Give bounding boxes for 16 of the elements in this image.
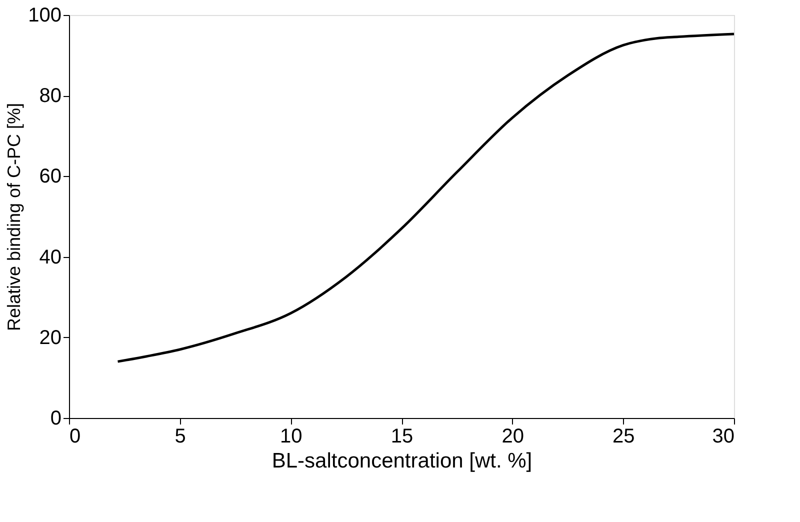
y-tick-label: 100 — [28, 4, 62, 26]
x-tick-label: 30 — [712, 426, 734, 448]
line-series — [116, 32, 736, 363]
y-tick-label: 20 — [39, 326, 62, 349]
y-tick-label: 80 — [39, 85, 62, 108]
y-tick-label: 0 — [50, 408, 62, 430]
x-tick-label: 15 — [390, 426, 414, 448]
y-tick-label: 40 — [39, 246, 62, 268]
x-axis-title: BL-saltconcentration [wt. %] — [272, 450, 532, 472]
x-tick-label: 5 — [174, 426, 186, 448]
y-axis-title: Relative binding of C-PC [%] — [4, 102, 24, 332]
x-tick-label: 10 — [280, 426, 302, 448]
x-tick-label: 20 — [502, 426, 524, 448]
x-tick-label: 25 — [612, 426, 635, 448]
x-tick-label: 0 — [70, 426, 81, 448]
y-tick-label: 60 — [39, 166, 62, 188]
